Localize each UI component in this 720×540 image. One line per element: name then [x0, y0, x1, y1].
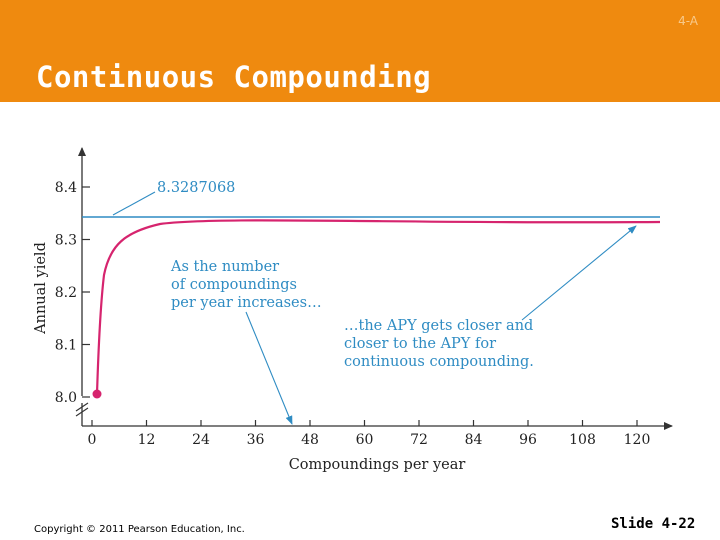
y-tick-label: 8.4 — [55, 180, 77, 196]
x-tick-label: 72 — [410, 432, 428, 448]
annotations: 8.3287068 As the number of compoundings per… — [112, 180, 637, 425]
slide-number: Slide 4-22 — [611, 516, 696, 532]
slide-title: Continuous Compounding — [36, 60, 432, 94]
y-tick-label: 8.0 — [55, 390, 77, 406]
x-tick-label: 24 — [192, 432, 210, 448]
right-annotation-line: …the APY gets closer and — [344, 318, 533, 334]
section-tag: 4-A — [678, 14, 698, 28]
x-tick-label: 60 — [356, 432, 374, 448]
plot-area — [82, 216, 661, 399]
x-tick-label: 120 — [624, 432, 651, 448]
x-axis-title: Compoundings per year — [289, 457, 466, 473]
x-tick-label: 12 — [138, 432, 156, 448]
y-axis-title: Annual yield — [33, 242, 49, 335]
y-tick-label: 8.2 — [55, 285, 77, 301]
limit-value-label: 8.3287068 — [157, 180, 235, 196]
start-point — [92, 389, 102, 399]
right-annotation-line: closer to the APY for — [344, 336, 496, 352]
y-tick-label: 8.3 — [55, 233, 77, 249]
x-tick-label: 108 — [569, 432, 596, 448]
x-tick-label: 36 — [247, 432, 265, 448]
right-annotation-line: continuous compounding. — [344, 354, 534, 370]
left-annotation-arrow — [245, 311, 293, 425]
axis-break-mark — [75, 402, 89, 412]
left-annotation-line: As the number — [170, 259, 279, 275]
limit-label-leader — [112, 191, 156, 216]
y-tick-label: 8.1 — [55, 338, 77, 354]
x-tick-label: 48 — [301, 432, 319, 448]
x-tick-label: 0 — [88, 432, 97, 448]
axes: 8.0 8.1 8.2 8.3 8.4 0 12 24 36 48 60 72 84 96 108 120 — [55, 147, 673, 448]
title-bar: 4-A Continuous Compounding — [0, 0, 720, 102]
axis-break-mark — [75, 407, 89, 417]
left-annotation-line: of compoundings — [171, 277, 297, 293]
right-annotation-arrow — [521, 225, 637, 321]
yield-curve — [95, 219, 661, 395]
left-annotation-line: per year increases… — [171, 295, 322, 311]
x-tick-label: 96 — [519, 432, 537, 448]
copyright-notice: Copyright © 2011 Pearson Education, Inc. — [34, 524, 245, 535]
x-tick-label: 84 — [465, 432, 483, 448]
